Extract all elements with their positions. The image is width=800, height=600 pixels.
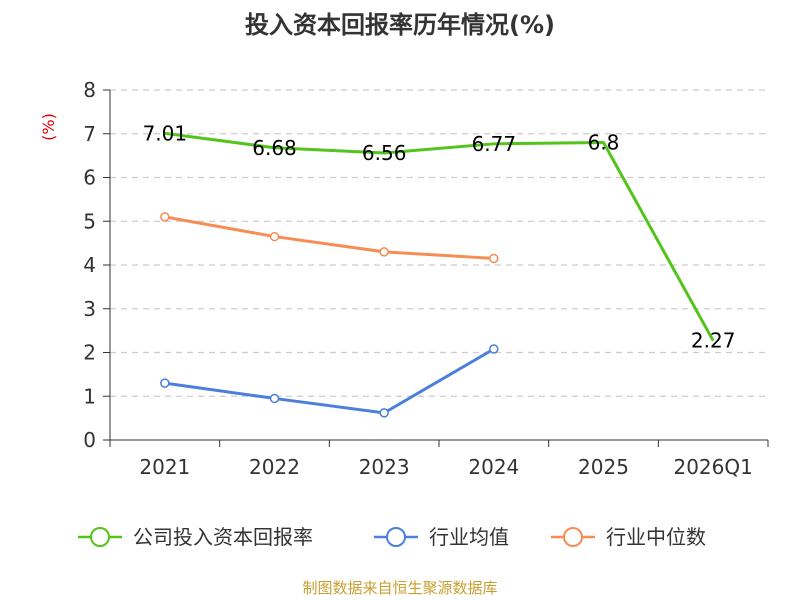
- y-tick-label: 4: [83, 253, 96, 277]
- legend-item-1[interactable]: 行业均值: [374, 525, 509, 549]
- legend-label: 公司投入资本回报率: [133, 525, 313, 549]
- y-tick-label: 6: [83, 166, 96, 190]
- series-point-1: [379, 408, 389, 418]
- data-label: 6.77: [472, 132, 517, 156]
- legend-label: 行业中位数: [606, 525, 706, 549]
- x-tick-label: 2024: [468, 455, 519, 479]
- series-line-1: [164, 347, 495, 415]
- y-tick-label: 2: [83, 341, 96, 365]
- series-point-2: [489, 253, 499, 264]
- data-label: 2.27: [691, 329, 736, 353]
- data-label: 6.68: [252, 136, 297, 160]
- series-point-2: [379, 247, 389, 257]
- chart-title: 投入资本回报率历年情况(%): [245, 11, 555, 39]
- y-tick-label: 0: [83, 428, 96, 452]
- data-labels: 7.01 6.68 6.56 6.77 6.8 2.27: [143, 121, 736, 352]
- series-group: [160, 131, 715, 418]
- legend-marker: [563, 527, 583, 547]
- series-line-0: [164, 131, 715, 342]
- data-label: 7.01: [143, 121, 188, 145]
- y-tick-label: 5: [83, 209, 96, 233]
- y-tick-label: 8: [83, 78, 96, 102]
- y-tick-label: 1: [83, 384, 96, 408]
- legend-label: 行业均值: [429, 525, 509, 549]
- x-tick-label: 2023: [359, 455, 410, 479]
- series-line-2: [164, 215, 494, 260]
- legend-marker: [90, 527, 110, 547]
- series-point-1: [160, 378, 170, 388]
- series-point-1: [269, 393, 280, 404]
- data-label: 6.56: [362, 141, 407, 165]
- x-tick-label: 2025: [578, 455, 629, 479]
- y-axis-unit: (%): [39, 113, 58, 141]
- axes: 0 1 2 3 4 5 6 7 8 2021 2022 2023 2024 2025 2026Q1: [83, 78, 769, 479]
- legend-item-0[interactable]: 公司投入资本回报率: [78, 525, 313, 549]
- series-point-2: [160, 212, 170, 222]
- series-point-2: [269, 231, 280, 242]
- x-tick-label: 2021: [139, 455, 190, 479]
- series-point-1: [489, 344, 499, 354]
- source-note: 制图数据来自恒生聚源数据库: [302, 579, 497, 597]
- x-tick-label: 2026Q1: [673, 455, 752, 479]
- legend-marker: [386, 527, 406, 547]
- legend-item-2[interactable]: 行业中位数: [551, 525, 706, 549]
- x-tick-label: 2022: [249, 455, 300, 479]
- grid: [110, 89, 768, 397]
- y-tick-label: 3: [83, 297, 96, 321]
- legend: 公司投入资本回报率 行业均值 行业中位数: [78, 525, 706, 549]
- data-label: 6.8: [588, 131, 620, 155]
- y-tick-label: 7: [83, 122, 96, 146]
